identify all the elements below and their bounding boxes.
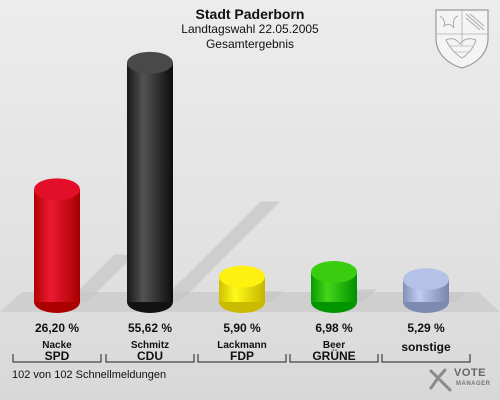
chart-subtitle: Landtagswahl 22.05.2005 bbox=[181, 22, 319, 36]
category-bracket bbox=[105, 354, 195, 363]
bars bbox=[34, 51, 449, 313]
category-label: SPD bbox=[45, 349, 70, 363]
bar-shadow bbox=[160, 201, 281, 302]
status-text: 102 von 102 Schnellmeldungen bbox=[12, 369, 167, 381]
candidate-name: Beer bbox=[323, 340, 345, 351]
category-label: CDU bbox=[137, 349, 163, 363]
value-label: 26,20 % bbox=[35, 321, 79, 335]
bar-top bbox=[34, 178, 80, 201]
chart-subtitle-2: Gesamtergebnis bbox=[205, 37, 295, 51]
category-bracket bbox=[289, 354, 379, 363]
chart-header: Stadt Paderborn Landtagswahl 22.05.2005 … bbox=[0, 6, 500, 52]
candidate-name: Lackmann bbox=[217, 340, 266, 351]
category-bracket bbox=[12, 354, 102, 363]
category-bracket bbox=[197, 354, 287, 363]
value-label: 5,29 % bbox=[407, 321, 445, 335]
value-label: 55,62 % bbox=[128, 321, 172, 335]
vote-manager-logo-icon bbox=[428, 366, 454, 397]
bar-top bbox=[403, 268, 449, 291]
category-bracket bbox=[381, 354, 471, 363]
logo-text: VOTE bbox=[454, 367, 486, 379]
bar-cdu bbox=[127, 62, 173, 302]
bar-spd bbox=[34, 189, 80, 302]
value-label: 5,90 % bbox=[223, 321, 261, 335]
candidate-name: Nacke bbox=[42, 340, 72, 351]
category-label: sonstige bbox=[401, 340, 451, 354]
category-label: GRÜNE bbox=[312, 348, 355, 363]
bar-shadow bbox=[67, 254, 135, 302]
category-label: FDP bbox=[230, 349, 254, 363]
bar-top bbox=[127, 51, 173, 74]
logo-subtext: MANAGER bbox=[456, 381, 491, 387]
candidate-name: Schmitz bbox=[131, 340, 169, 351]
chart-title: Stadt Paderborn bbox=[195, 6, 305, 22]
bar-top bbox=[219, 265, 265, 288]
nrw-crest-icon bbox=[432, 6, 492, 75]
value-label: 6,98 % bbox=[315, 321, 353, 335]
bar-top bbox=[311, 260, 357, 283]
category-brackets bbox=[12, 354, 471, 363]
